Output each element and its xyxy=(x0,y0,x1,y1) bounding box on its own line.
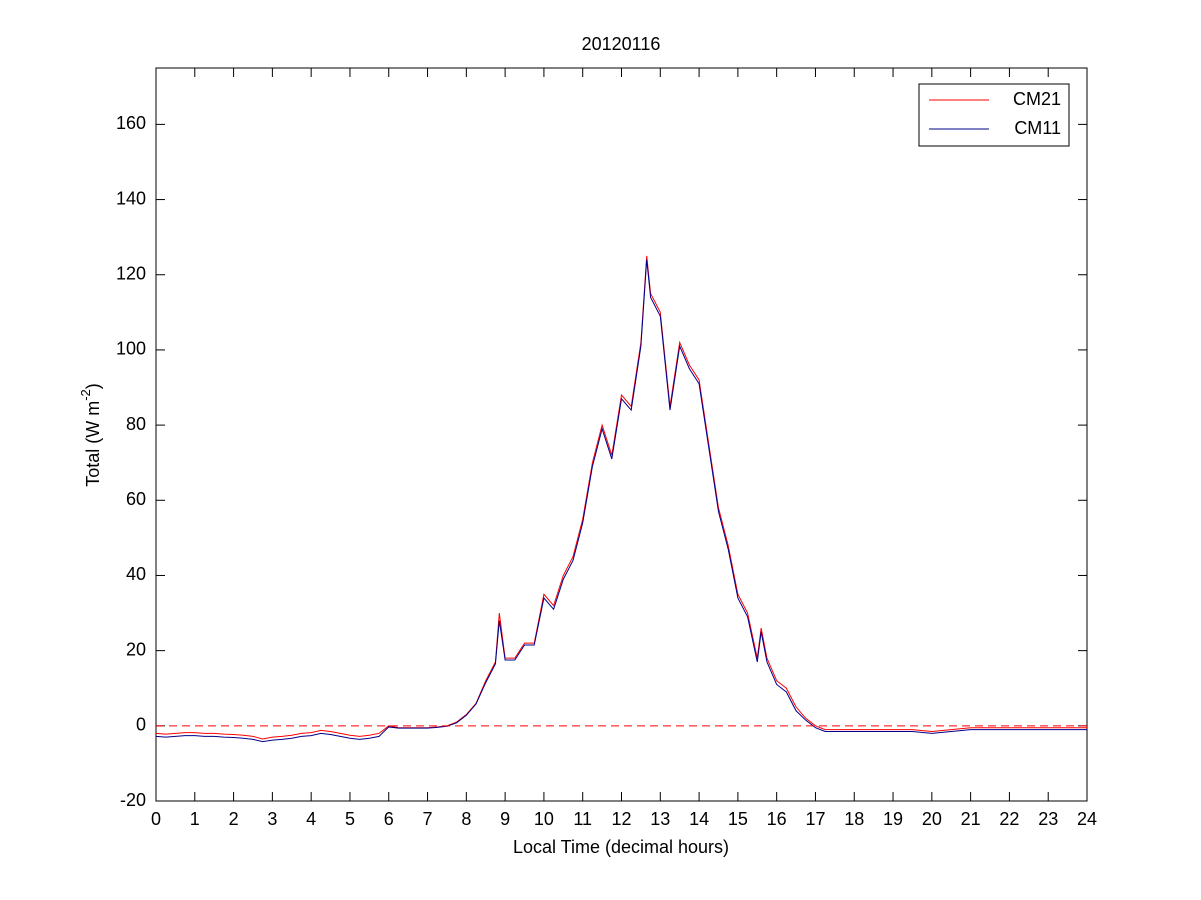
x-tick-label: 24 xyxy=(1077,809,1097,829)
y-axis-label-sup: -2 xyxy=(78,389,93,401)
plot-area xyxy=(155,67,1088,802)
y-tick-label: 140 xyxy=(116,188,146,208)
series-line xyxy=(155,255,1087,740)
x-tick-label: 13 xyxy=(650,809,670,829)
x-tick-label: 3 xyxy=(267,809,277,829)
x-tick-label: 9 xyxy=(500,809,510,829)
x-tick-label: 12 xyxy=(611,809,631,829)
legend-label: CM11 xyxy=(1014,118,1061,138)
x-tick-label: 10 xyxy=(534,809,554,829)
x-tick-label: 20 xyxy=(922,809,942,829)
series-line xyxy=(155,259,1087,743)
y-axis-label-main: Total (W m xyxy=(83,401,103,487)
x-tick-label: 1 xyxy=(190,809,200,829)
x-tick-label: 5 xyxy=(345,809,355,829)
legend-label: CM21 xyxy=(1013,89,1061,109)
y-tick-label: -20 xyxy=(120,790,146,810)
x-tick-label: 8 xyxy=(461,809,471,829)
y-axis-label: Total (W m-2) xyxy=(78,383,102,487)
x-tick-label: 7 xyxy=(423,809,433,829)
x-tick-label: 0 xyxy=(151,809,161,829)
y-tick-label: 60 xyxy=(126,489,146,509)
x-tick-label: 18 xyxy=(844,809,864,829)
x-tick-label: 2 xyxy=(229,809,239,829)
legend-box xyxy=(918,83,1070,147)
y-tick-label: 20 xyxy=(126,639,146,659)
x-tick-label: 17 xyxy=(805,809,825,829)
x-tick-label: 22 xyxy=(999,809,1019,829)
y-tick-label: 80 xyxy=(126,414,146,434)
x-axis-label: Local Time (decimal hours) xyxy=(513,837,729,857)
x-tick-label: 16 xyxy=(767,809,787,829)
y-tick-label: 160 xyxy=(116,113,146,133)
y-tick-label: 0 xyxy=(136,715,146,735)
x-tick-label: 14 xyxy=(689,809,709,829)
y-tick-label: 40 xyxy=(126,564,146,584)
x-tick-label: 11 xyxy=(573,809,592,829)
x-tick-label: 15 xyxy=(728,809,748,829)
x-tick-label: 19 xyxy=(883,809,903,829)
x-tick-label: 23 xyxy=(1038,809,1058,829)
y-tick-label: 100 xyxy=(116,339,146,359)
chart-title: 20120116 xyxy=(582,34,661,54)
x-tick-label: 21 xyxy=(961,809,981,829)
y-tick-label: 120 xyxy=(116,263,146,283)
x-tick-label: 4 xyxy=(306,809,316,829)
x-tick-label: 6 xyxy=(384,809,394,829)
y-axis-label-end: ) xyxy=(83,383,103,389)
